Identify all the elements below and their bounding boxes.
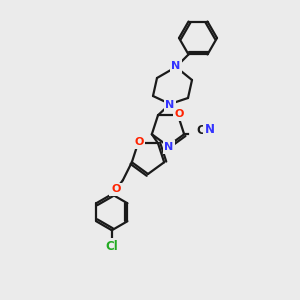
Text: N: N [164,142,174,152]
Text: O: O [111,184,121,194]
Text: N: N [165,100,175,110]
Text: N: N [171,61,181,71]
Text: O: O [134,137,144,147]
Text: N: N [205,123,215,136]
Text: O: O [174,109,184,119]
Text: C: C [197,124,206,137]
Text: Cl: Cl [106,240,118,253]
